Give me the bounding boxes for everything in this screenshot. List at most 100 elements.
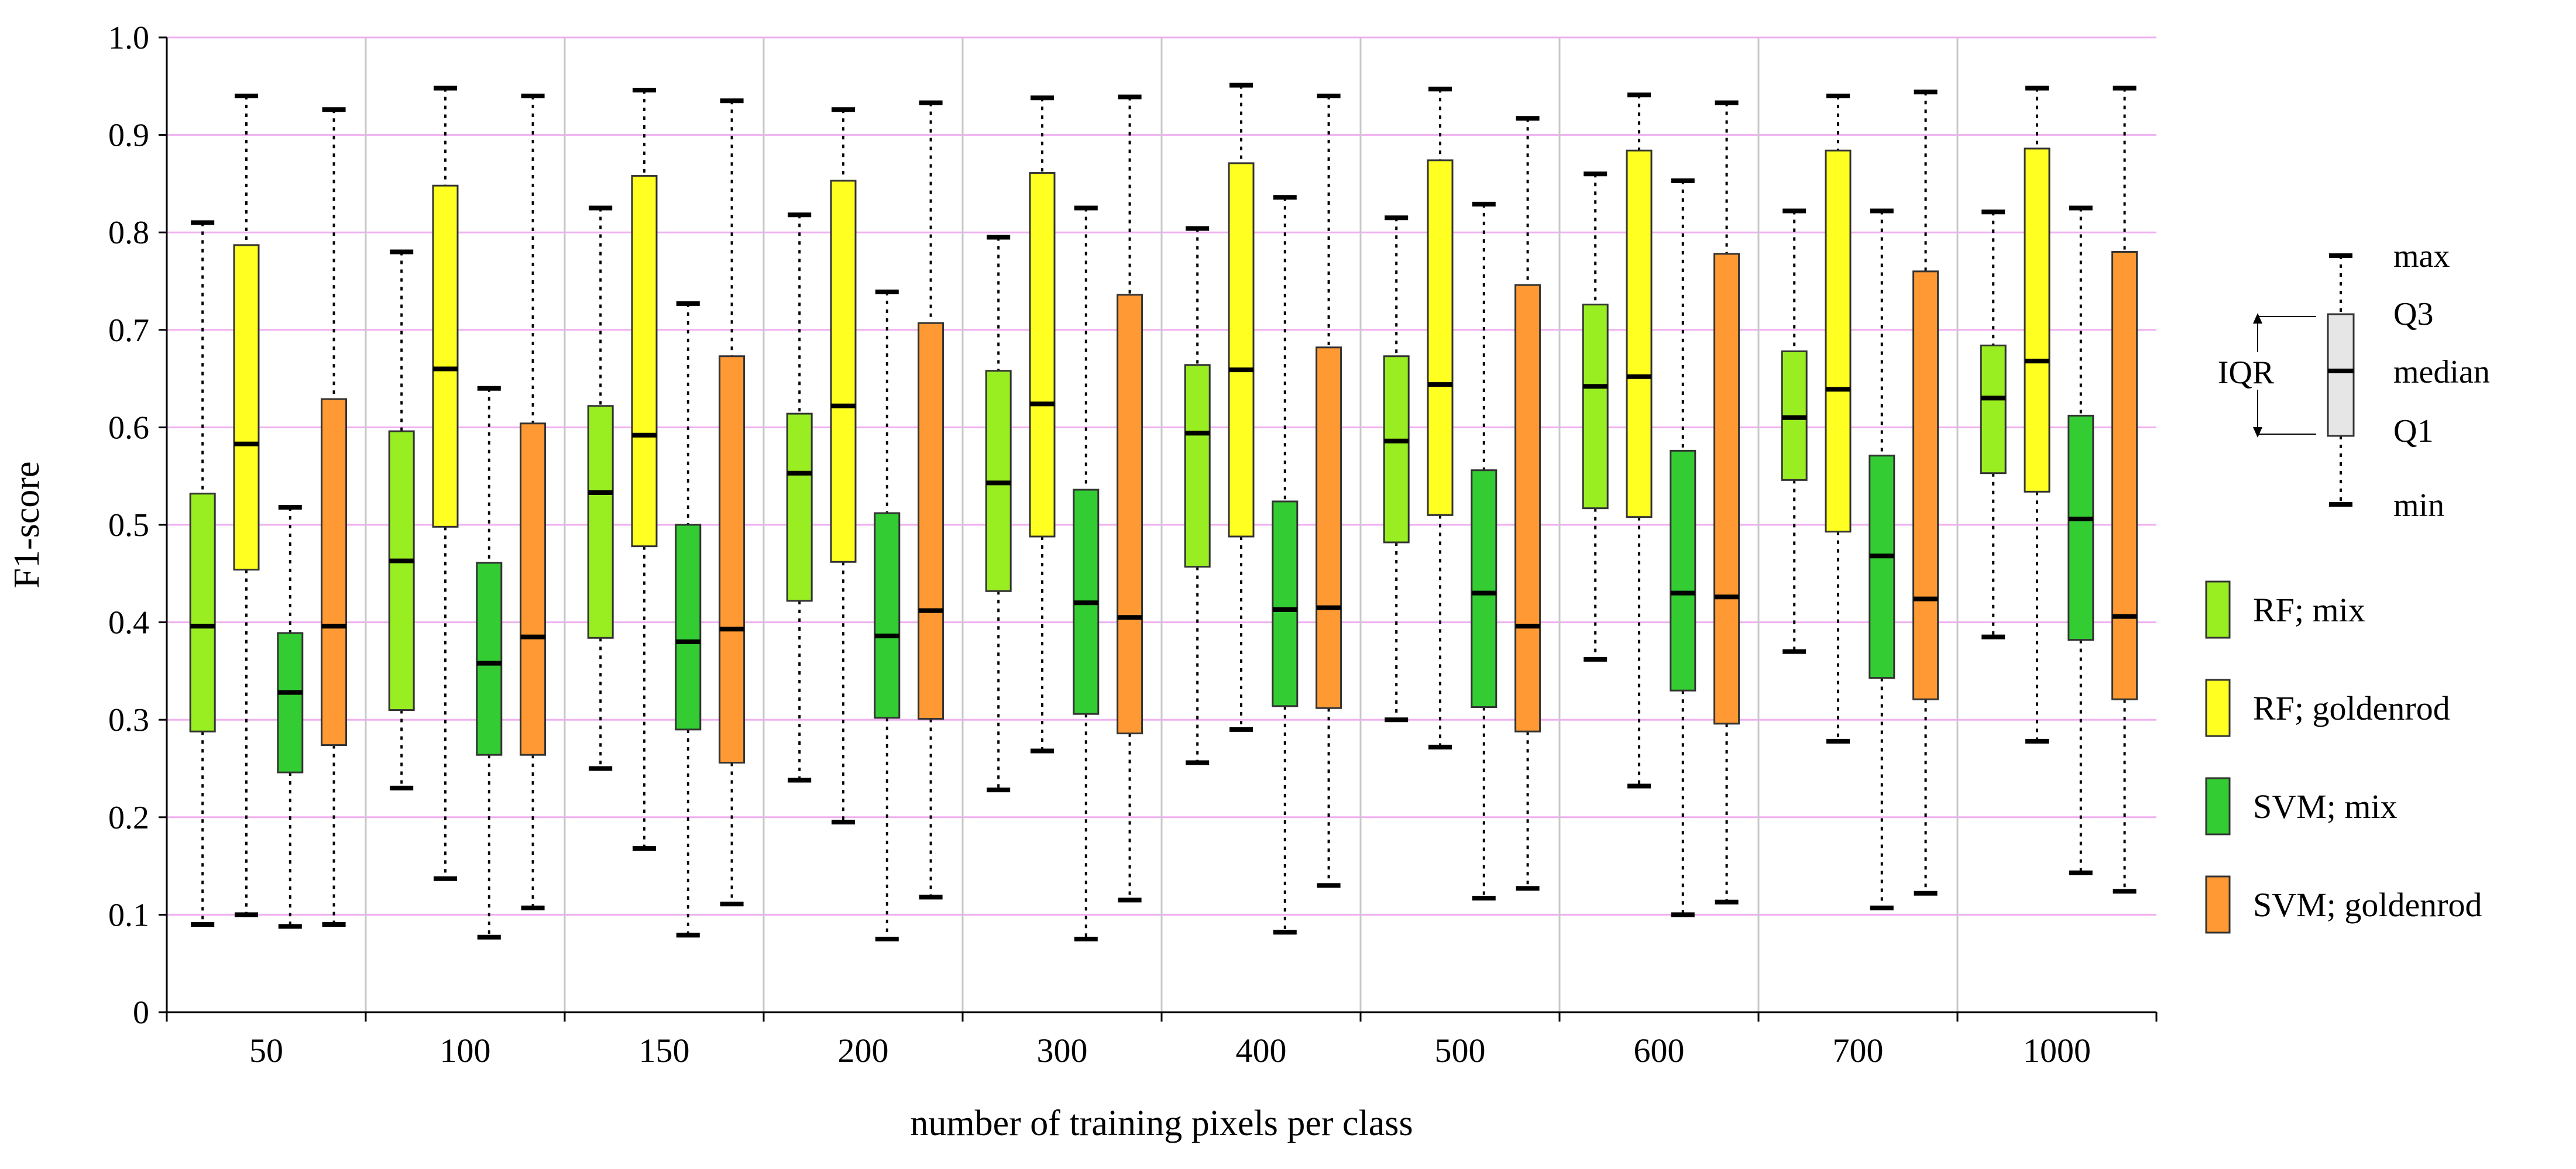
x-tick-label-300: 300 — [1037, 1032, 1088, 1070]
key-q1-label: Q1 — [2393, 413, 2433, 449]
box-RF; goldenrod-150 — [631, 87, 658, 851]
iqr-box — [631, 175, 658, 548]
iqr-box — [1117, 294, 1143, 735]
iqr-box — [1029, 172, 1056, 538]
legend-label-RF; mix: RF; mix — [2253, 591, 2365, 629]
box-RF; goldenrod-100 — [432, 85, 459, 881]
iqr-box — [1713, 253, 1740, 725]
box-RF; mix-150 — [587, 205, 614, 771]
box-RF; mix-100 — [388, 249, 415, 790]
iqr-box — [1912, 270, 1939, 700]
y-tick-label-0: 0 — [133, 995, 149, 1031]
x-tick-label-500: 500 — [1435, 1032, 1486, 1070]
y-tick-label-0.3: 0.3 — [108, 702, 149, 738]
x-tick-label-150: 150 — [639, 1032, 690, 1070]
iqr-box — [1514, 284, 1541, 733]
y-tick-label-0.9: 0.9 — [108, 118, 149, 154]
box-RF; mix-400 — [1184, 226, 1211, 765]
box-SVM; goldenrod-300 — [1117, 94, 1143, 903]
box-SVM; goldenrod-50 — [321, 107, 348, 927]
y-tick-label-0.2: 0.2 — [108, 800, 149, 836]
box-RF; goldenrod-50 — [233, 93, 260, 917]
box-SVM; mix-700 — [1869, 208, 1895, 910]
key-iqr-arrow-up — [2253, 313, 2262, 324]
iqr-box — [1670, 449, 1696, 692]
box-RF; goldenrod-600 — [1626, 92, 1653, 789]
legend-swatch-RF; goldenrod — [2205, 679, 2231, 737]
box-RF; goldenrod-300 — [1029, 95, 1056, 754]
y-tick-label-0.4: 0.4 — [108, 605, 149, 641]
iqr-box — [321, 398, 348, 747]
iqr-box — [786, 412, 813, 602]
iqr-box — [277, 632, 304, 773]
iqr-box — [2024, 147, 2051, 493]
key-min-label: min — [2393, 487, 2444, 524]
box-SVM; mix-1000 — [2067, 205, 2094, 875]
box-RF; goldenrod-500 — [1427, 87, 1454, 749]
iqr-box — [233, 244, 260, 571]
box-RF; mix-50 — [189, 220, 216, 927]
group-separators — [365, 37, 1959, 1012]
key-iqr-arrow-down — [2253, 427, 2262, 438]
key-max-label: max — [2393, 238, 2450, 274]
x-tick-label-1000: 1000 — [2023, 1032, 2091, 1070]
box-SVM; mix-400 — [1272, 195, 1299, 935]
iqr-box — [476, 562, 503, 756]
y-tick-label-0.1: 0.1 — [108, 897, 149, 933]
iqr-box — [918, 322, 944, 720]
legend-label-RF; goldenrod: RF; goldenrod — [2253, 689, 2450, 727]
box-SVM; goldenrod-150 — [719, 98, 746, 907]
legend-swatch-RF; mix — [2205, 580, 2231, 639]
box-RF; mix-700 — [1781, 208, 1808, 654]
x-tick-label-400: 400 — [1236, 1032, 1287, 1070]
iqr-box — [1626, 149, 1653, 518]
box-SVM; mix-200 — [874, 289, 901, 942]
box-RF; mix-1000 — [1980, 209, 2007, 639]
iqr-box — [520, 422, 547, 756]
legend-label-SVM; mix: SVM; mix — [2253, 788, 2398, 826]
legend-swatch-SVM; mix — [2205, 777, 2231, 836]
iqr-box — [189, 493, 216, 733]
box-SVM; goldenrod-200 — [918, 100, 944, 900]
iqr-box — [874, 512, 901, 719]
y-tick-label-0.8: 0.8 — [108, 215, 149, 251]
box-SVM; goldenrod-400 — [1316, 93, 1342, 888]
iqr-box — [2111, 251, 2138, 700]
box-SVM; mix-50 — [277, 505, 304, 929]
legend-swatch-SVM; goldenrod — [2205, 875, 2231, 934]
box-SVM; mix-600 — [1670, 178, 1696, 917]
box-SVM; goldenrod-500 — [1514, 116, 1541, 891]
box-SVM; goldenrod-700 — [1912, 90, 1939, 896]
key-box — [2327, 313, 2355, 437]
box-SVM; mix-500 — [1471, 201, 1497, 901]
iqr-box — [719, 355, 746, 764]
x-tick-label-50: 50 — [249, 1032, 283, 1070]
iqr-box — [432, 184, 459, 528]
key-q3-label: Q3 — [2393, 296, 2433, 332]
box-RF; goldenrod-1000 — [2024, 85, 2051, 744]
box-RF; goldenrod-700 — [1825, 93, 1852, 744]
iqr-box — [1316, 346, 1342, 709]
box-RF; mix-500 — [1383, 215, 1410, 723]
x-tick-label-200: 200 — [838, 1032, 889, 1070]
box-SVM; goldenrod-600 — [1713, 100, 1740, 905]
legend: RF; mix RF; goldenrod SVM; mix SVM; goldenr… — [2205, 580, 2482, 934]
x-tick-label-100: 100 — [440, 1032, 491, 1070]
x-axis-label: number of training pixels per class — [910, 1103, 1413, 1143]
iqr-box — [1228, 162, 1255, 538]
legend-label-SVM; goldenrod: SVM; goldenrod — [2253, 886, 2482, 924]
y-axis-label: F1-score — [7, 462, 47, 589]
iqr-box — [1427, 159, 1454, 516]
key-iqr-label-bg — [2212, 352, 2282, 390]
box-RF; mix-600 — [1582, 171, 1609, 662]
box-SVM; mix-150 — [675, 301, 702, 938]
box-key: IQR max Q3 median Q1 min — [2212, 238, 2490, 524]
iqr-box — [1272, 500, 1299, 707]
x-tick-label-700: 700 — [1833, 1032, 1884, 1070]
y-tick-label-0.6: 0.6 — [108, 410, 149, 446]
iqr-box — [587, 405, 614, 639]
iqr-box — [1980, 344, 2007, 475]
box-SVM; mix-300 — [1073, 205, 1100, 942]
box-RF; mix-200 — [786, 212, 813, 783]
